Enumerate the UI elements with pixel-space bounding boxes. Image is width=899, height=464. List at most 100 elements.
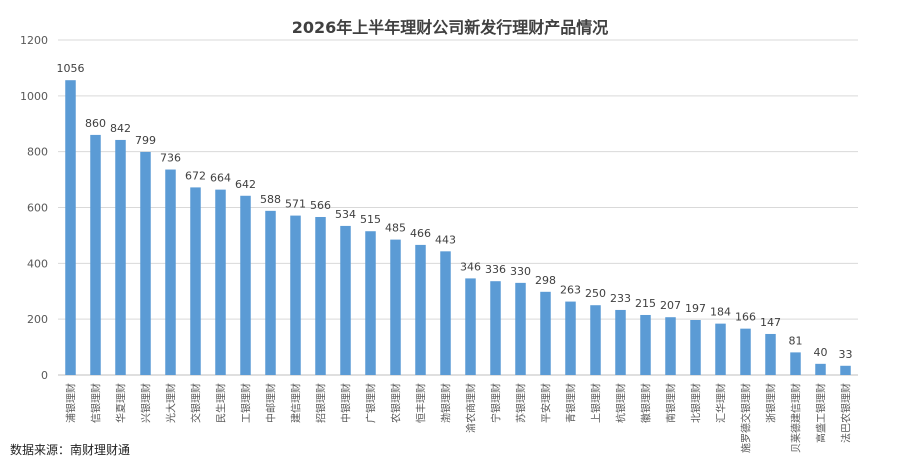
bar (115, 139, 126, 375)
bar (840, 365, 851, 375)
data-label: 197 (685, 302, 706, 315)
x-tick-label: 上银理财 (590, 383, 603, 423)
data-label: 466 (410, 227, 431, 240)
x-tick-label: 苏银理财 (515, 383, 528, 423)
y-axis: 0 200 400 600 800 1000 1200 (20, 34, 48, 382)
data-label: 81 (789, 334, 803, 347)
data-label: 736 (160, 152, 181, 165)
bar (190, 187, 201, 375)
x-tick-label: 法巴农银理财 (840, 383, 853, 443)
data-label: 147 (760, 316, 781, 329)
bar (615, 309, 626, 375)
y-tick-label: 400 (27, 257, 48, 270)
bar (390, 239, 401, 375)
bar (215, 189, 226, 375)
data-label: 330 (510, 265, 531, 278)
bar (565, 301, 576, 375)
data-label: 566 (310, 199, 331, 212)
x-tick-label: 信银理财 (90, 383, 103, 423)
x-tick-label: 渤银理财 (440, 383, 453, 423)
data-label: 571 (285, 198, 306, 211)
data-label: 860 (85, 117, 106, 130)
x-tick-label: 华夏理财 (115, 383, 128, 423)
bars: 1056 860 842 799 736 672 664 642 588 571 566 534 515… (57, 62, 853, 375)
bar (740, 328, 751, 375)
data-label: 40 (814, 346, 828, 359)
data-label: 346 (460, 260, 481, 273)
x-tick-label: 杭银理财 (615, 383, 628, 423)
x-axis: 浦银理财 信银理财 华夏理财 兴银理财 光大理财 交银理财 民生理财 工银理财 中邮理财 建信理财… (65, 383, 853, 453)
x-tick-label: 贝莱德建信理财 (790, 383, 803, 453)
data-label: 485 (385, 222, 406, 235)
x-tick-label: 恒丰理财 (415, 383, 428, 423)
y-tick-label: 200 (27, 313, 48, 326)
x-tick-label: 高盛工银理财 (815, 383, 828, 443)
data-label: 664 (210, 172, 231, 185)
bar (715, 323, 726, 375)
bar (415, 244, 426, 375)
bar (240, 195, 251, 375)
data-label: 184 (710, 306, 731, 319)
x-tick-label: 中银理财 (340, 383, 353, 423)
bar (265, 210, 276, 375)
bar (765, 333, 776, 375)
bar (665, 317, 676, 375)
gridlines (58, 39, 858, 376)
data-label: 588 (260, 193, 281, 206)
x-tick-label: 中邮理财 (265, 383, 278, 423)
x-tick-label: 农银理财 (390, 383, 403, 423)
data-label: 166 (735, 311, 756, 324)
bar (365, 231, 376, 375)
bar (690, 320, 701, 375)
x-tick-label: 招银理财 (315, 383, 328, 423)
x-tick-label: 兴银理财 (140, 383, 153, 423)
x-tick-label: 北银理财 (690, 383, 703, 423)
data-label: 207 (660, 299, 681, 312)
data-label: 336 (485, 263, 506, 276)
x-tick-label: 光大理财 (165, 383, 178, 423)
bar (315, 216, 326, 375)
data-label: 233 (610, 292, 631, 305)
bar (465, 278, 476, 375)
bar (90, 134, 101, 375)
data-label: 642 (235, 178, 256, 191)
x-tick-label: 青银理财 (565, 383, 578, 423)
data-label: 250 (585, 287, 606, 300)
y-tick-label: 600 (27, 202, 48, 215)
data-label: 672 (185, 169, 206, 182)
x-tick-label: 浦银理财 (65, 383, 78, 423)
bar (290, 215, 301, 375)
x-tick-label: 民生理财 (215, 383, 228, 423)
bar (340, 225, 351, 375)
data-label: 263 (560, 284, 581, 297)
bar (490, 281, 501, 375)
chart-title: 2026年上半年理财公司新发行理财产品情况 (292, 18, 609, 37)
data-label: 515 (360, 213, 381, 226)
x-tick-label: 建信理财 (290, 383, 303, 423)
x-tick-label: 浙银理财 (765, 383, 778, 423)
data-label: 1056 (57, 62, 85, 75)
x-tick-label: 广银理财 (365, 383, 378, 423)
x-tick-label: 交银理财 (190, 383, 203, 423)
x-tick-label: 平安理财 (540, 383, 553, 423)
bar (790, 352, 801, 375)
bar (640, 314, 651, 375)
x-tick-label: 工银理财 (240, 383, 253, 423)
data-label: 842 (110, 122, 131, 135)
bar (815, 363, 826, 375)
bar (140, 151, 151, 375)
y-tick-label: 1000 (20, 90, 48, 103)
data-label: 443 (435, 233, 456, 246)
bar (515, 282, 526, 375)
source-note: 数据来源：南财理财通 (10, 443, 131, 457)
data-label: 298 (535, 274, 556, 287)
bar (440, 251, 451, 375)
x-tick-label: 南银理财 (665, 383, 678, 423)
bar (65, 80, 76, 375)
bar (165, 169, 176, 375)
bar (590, 305, 601, 375)
x-tick-label: 徽银理财 (640, 383, 653, 423)
x-tick-label: 渝农商理财 (465, 383, 478, 433)
x-tick-label: 汇华理财 (715, 383, 728, 423)
